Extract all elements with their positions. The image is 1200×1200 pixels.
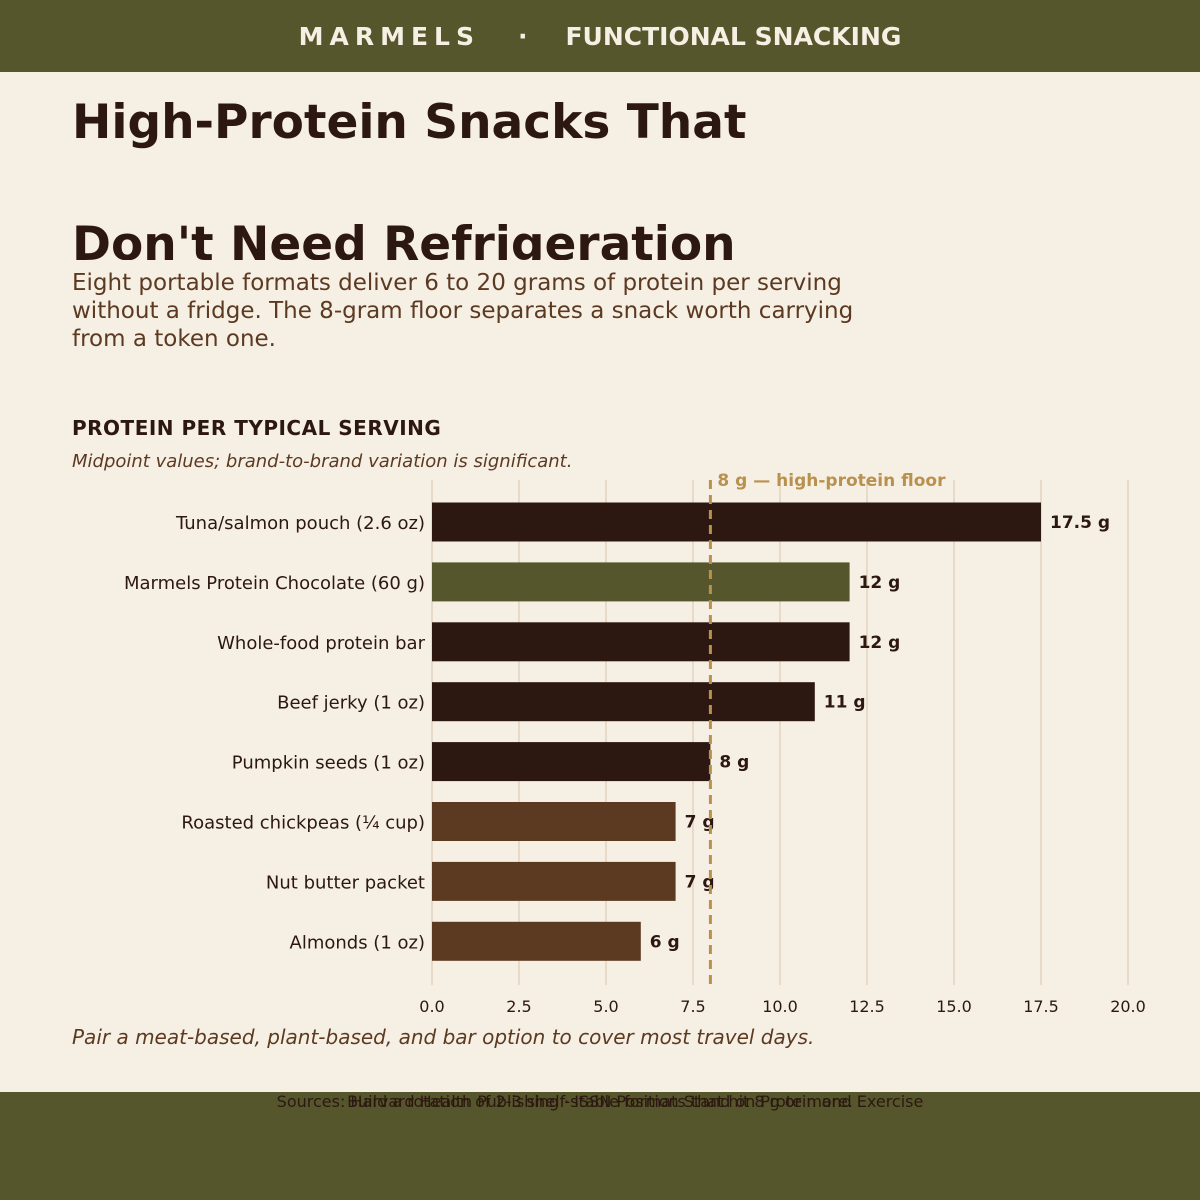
- page-title-line-1: High-Protein Snacks That: [72, 95, 747, 150]
- protein-bar-chart: Tuna/salmon pouch (2.6 oz) 17.5 g Marmels …: [124, 471, 1146, 1016]
- category-label-7: Almonds (1 oz): [290, 932, 425, 953]
- bar-7: [432, 921, 641, 961]
- x-tick-label-7: 17.5: [1023, 997, 1059, 1016]
- bar-5: [432, 802, 676, 841]
- x-tick-label-1: 2.5: [506, 997, 531, 1016]
- value-label-4: 8 g: [719, 753, 749, 773]
- category-label-6: Nut butter packet: [266, 872, 425, 893]
- x-tick-label-6: 15.0: [936, 997, 972, 1016]
- bar-0: [432, 502, 1041, 542]
- bar-4: [432, 742, 711, 782]
- bottom-banner: [0, 1092, 1200, 1200]
- header-separator: ·: [517, 21, 528, 51]
- category-label-5: Roasted chickpeas (¼ cup): [181, 813, 425, 834]
- bar-1: [432, 562, 850, 602]
- category-label-1: Marmels Protein Chocolate (60 g): [124, 573, 425, 594]
- bar-6: [432, 861, 676, 901]
- brand-name: MARMELS: [298, 21, 480, 51]
- sources-line: Sources: Harvard Health Publishing · ISS…: [276, 1092, 924, 1111]
- x-tick-label-2: 5.0: [593, 997, 618, 1016]
- bar-3: [432, 682, 815, 722]
- chart-heading: PROTEIN PER TYPICAL SERVING: [72, 416, 442, 440]
- brand-tagline: FUNCTIONAL SNACKING: [565, 21, 902, 51]
- call-to-action: Build a rotation of 2-3 shelf-stable for…: [347, 1092, 853, 1111]
- category-label-3: Beef jerky (1 oz): [277, 693, 425, 714]
- reference-line-label: 8 g — high-protein floor: [717, 471, 946, 491]
- x-tick-label-5: 12.5: [849, 997, 885, 1016]
- category-label-4: Pumpkin seeds (1 oz): [232, 753, 425, 774]
- value-label-6: 7 g: [685, 872, 715, 892]
- page-title-line-2: Don't Need Refrigeration: [72, 217, 736, 260]
- top-banner: MARMELS · FUNCTIONAL SNACKING: [0, 0, 1200, 72]
- bar-2: [432, 622, 850, 662]
- page-subtitle: Eight portable formats deliver 6 to 20 g…: [72, 270, 854, 352]
- value-label-7: 6 g: [650, 932, 680, 952]
- value-label-1: 12 g: [859, 573, 901, 593]
- category-label-2: Whole-food protein bar: [217, 633, 425, 654]
- x-tick-label-8: 20.0: [1110, 997, 1146, 1016]
- x-tick-label-0: 0.0: [419, 997, 444, 1016]
- chart-note: Midpoint values; brand-to-brand variatio…: [72, 451, 573, 472]
- x-tick-label-3: 7.5: [680, 997, 705, 1016]
- chart-footnote: Pair a meat-based, plant-based, and bar …: [72, 1025, 815, 1049]
- value-label-5: 7 g: [685, 813, 715, 833]
- page-title: High-Protein Snacks That Don't Need Refr…: [72, 88, 1152, 260]
- x-tick-label-4: 10.0: [762, 997, 798, 1016]
- category-label-0: Tuna/salmon pouch (2.6 oz): [175, 513, 425, 534]
- value-label-3: 11 g: [824, 693, 866, 713]
- value-label-2: 12 g: [859, 633, 901, 653]
- value-label-0: 17.5 g: [1050, 513, 1110, 533]
